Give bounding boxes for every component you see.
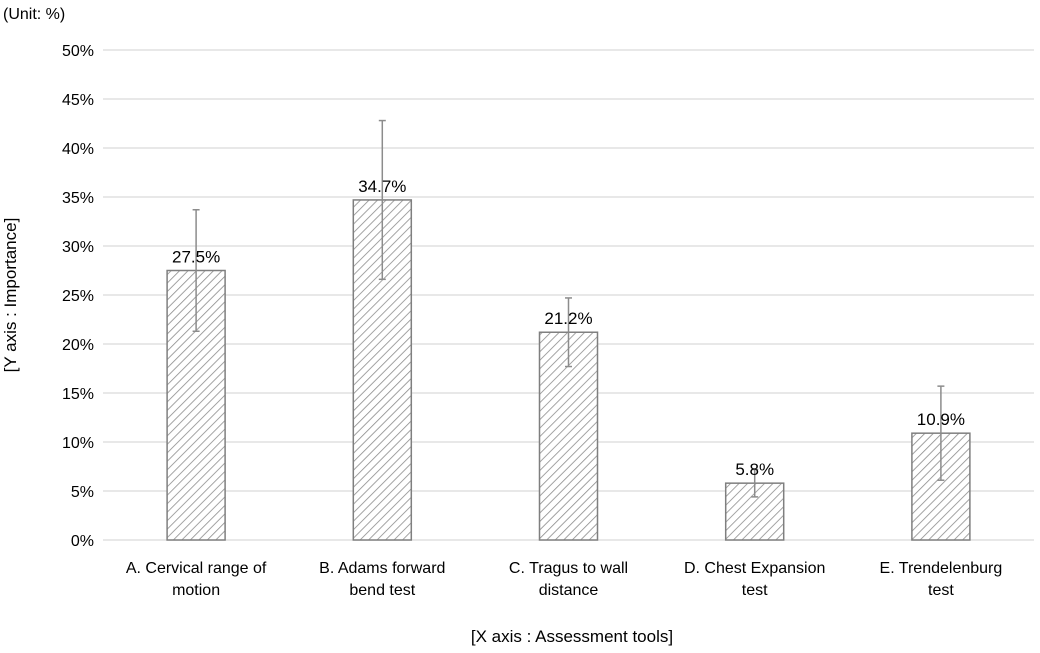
- error-bar: [937, 385, 945, 481]
- data-label: 5.8%: [735, 460, 774, 479]
- y-tick-label: 45%: [62, 92, 94, 109]
- x-tick-label: D. Chest Expansion test: [684, 560, 825, 599]
- error-bar: [378, 119, 386, 281]
- y-axis-ticks: 0% 5% 10% 15% 20% 25% 30% 35% 40% 45% 50%: [62, 43, 94, 550]
- error-bar: [565, 297, 572, 368]
- x-tick-label: A. Cervical range of motion: [126, 560, 267, 599]
- y-tick-label: 5%: [71, 484, 94, 501]
- y-tick-label: 20%: [62, 337, 94, 354]
- data-label: 21.2%: [544, 309, 592, 328]
- y-tick-label: 15%: [62, 386, 94, 403]
- y-tick-label: 10%: [62, 435, 94, 452]
- error-bar: [751, 468, 759, 498]
- data-label: 10.9%: [917, 410, 965, 429]
- x-tick-label-line: motion: [172, 582, 220, 599]
- x-tick-label-line: bend test: [349, 582, 415, 599]
- data-labels: 27.5% 34.7% 21.2% 5.8% 10.9%: [172, 177, 965, 479]
- error-bar: [192, 208, 200, 333]
- y-tick-label: 0%: [71, 533, 94, 550]
- y-tick-label: 30%: [62, 239, 94, 256]
- x-tick-label-line: C. Tragus to wall: [509, 560, 628, 577]
- y-axis-title: [Y axis : Importance]: [1, 218, 20, 373]
- y-tick-label: 40%: [62, 141, 94, 158]
- y-tick-label: 50%: [62, 43, 94, 60]
- x-axis-title: [X axis : Assessment tools]: [471, 627, 673, 646]
- x-tick-label-line: test: [928, 582, 954, 599]
- x-axis-categories: A. Cervical range of motion B. Adams forwa…: [126, 560, 1002, 599]
- x-tick-label: B. Adams forward bend test: [319, 560, 445, 599]
- x-tick-label-line: D. Chest Expansion: [684, 560, 825, 577]
- x-tick-label-line: B. Adams forward: [319, 560, 445, 577]
- x-tick-label: E. Trendelenburg test: [880, 560, 1003, 599]
- data-label: 27.5%: [172, 248, 220, 267]
- x-tick-label-line: distance: [539, 582, 599, 599]
- x-tick-label-line: test: [742, 582, 768, 599]
- unit-label: (Unit: %): [3, 6, 65, 23]
- x-tick-label-line: A. Cervical range of: [126, 560, 267, 577]
- x-tick-label-line: E. Trendelenburg: [880, 560, 1003, 577]
- x-tick-label: C. Tragus to wall distance: [509, 560, 628, 599]
- y-tick-label: 35%: [62, 190, 94, 207]
- error-bars: [192, 119, 945, 498]
- bars: [166, 199, 971, 541]
- data-label: 34.7%: [358, 177, 406, 196]
- y-tick-label: 25%: [62, 288, 94, 305]
